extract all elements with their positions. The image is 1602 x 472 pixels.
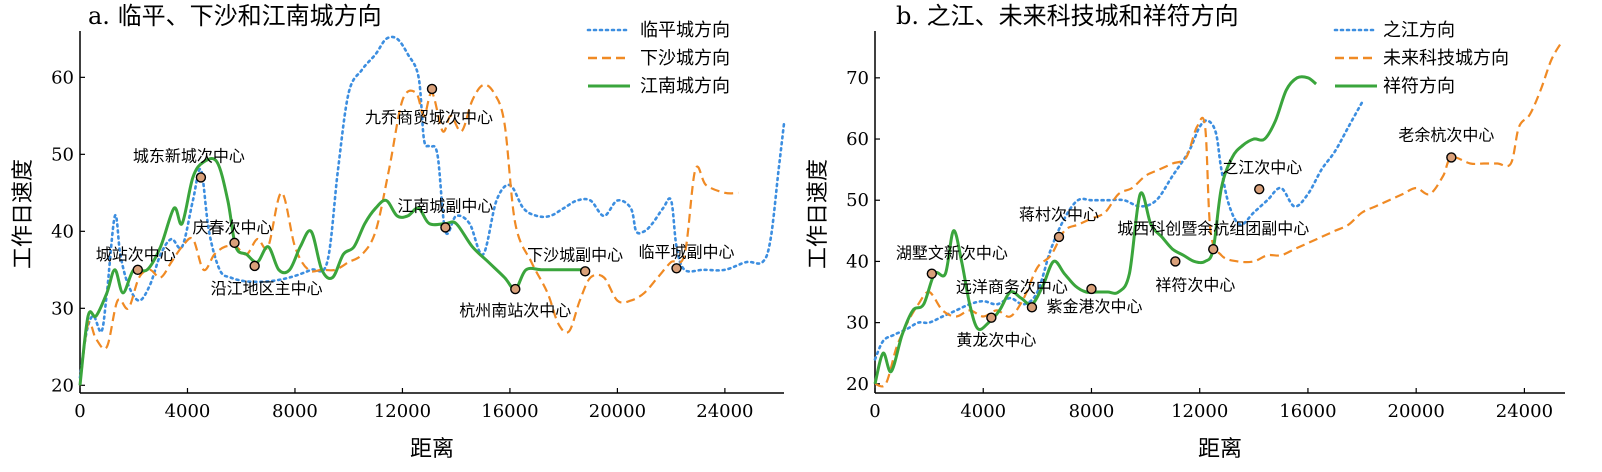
- chart-b-x-axis-label: 距离: [1198, 437, 1242, 462]
- chart-b-legend-label-1: 之江方向: [1383, 20, 1455, 41]
- chart-b-y-tick-label: 50: [846, 190, 869, 211]
- chart-b-center-label: 蒋村次中心: [1019, 205, 1099, 224]
- chart-b-center-marker: [1086, 283, 1097, 295]
- chart-a-legend-label-1: 临平城方向: [640, 20, 730, 41]
- chart-b-center-marker: [1026, 302, 1038, 313]
- chart-a-center-label: 庆春次中心: [192, 218, 272, 237]
- chart-a-y-axis-label: 工作日速度: [11, 159, 36, 269]
- chart-a-y-tick-label: 40: [51, 221, 74, 242]
- chart-a-legend-label-2: 下沙城方向: [640, 48, 730, 69]
- chart-a-legend-label-3: 江南城方向: [640, 76, 730, 97]
- chart-b-center-marker: [1170, 256, 1181, 267]
- chart-b-svg: 20 30 40 50 60 70 0 4000 8000 12000 16000 20000 2400…: [806, 2, 1565, 462]
- chart-a-svg: 20 30 40 50 60 0 4000 8000 12000 16000 20000 24000 城…: [11, 2, 786, 462]
- chart-b-center-marker: [1254, 184, 1265, 195]
- chart-a-center-label: 沿江地区主中心: [211, 279, 323, 298]
- chart-a-x-tick-label: 0: [74, 401, 85, 422]
- chart-b-center-marker: [986, 312, 997, 323]
- chart-b-y-axis-label: 工作日速度: [806, 159, 831, 269]
- chart-a-center-marker: [579, 266, 591, 277]
- chart-b-legend-label-2: 未来科技城方向: [1383, 48, 1509, 69]
- chart-a-series-line-3: [78, 157, 586, 386]
- chart-a-center-label: 临平城副中心: [639, 242, 735, 261]
- chart-b-center-marker: [926, 268, 938, 279]
- chart-b-y-tick-label: 40: [846, 251, 869, 272]
- chart-b-series-line-2: [874, 40, 1564, 388]
- chart-b-center-marker: [1446, 152, 1457, 163]
- chart-a-y-tick-label: 50: [51, 144, 74, 165]
- chart-a-center-marker: [510, 283, 521, 295]
- chart-a-center-label: 下沙城副中心: [527, 245, 623, 264]
- chart-b-x-tick-label: 20000: [1388, 401, 1445, 422]
- chart-a-series-line-1: [78, 35, 786, 379]
- chart-a-center-marker: [195, 172, 207, 183]
- chart-b-center-marker: [1208, 243, 1219, 255]
- chart-b-x-tick-label: 8000: [1069, 401, 1115, 422]
- chart-b-center-label: 城西科创暨余杭组团副中心: [1117, 219, 1309, 238]
- chart-b-x-tick-label: 0: [869, 401, 880, 422]
- chart-a-center-marker: [229, 237, 240, 249]
- chart-b-x-tick-label: 16000: [1279, 401, 1336, 422]
- chart-a-title: a. 临平、下沙和江南城方向: [88, 2, 382, 30]
- chart-panel-a: 20 30 40 50 60 0 4000 8000 12000 16000 20000 24000 城…: [11, 2, 786, 462]
- chart-a-x-tick-label: 4000: [165, 401, 211, 422]
- chart-b-y-tick-label: 70: [846, 68, 869, 89]
- chart-b-center-label: 湖墅文新次中心: [896, 244, 1008, 263]
- chart-b-center-label: 老余杭次中心: [1398, 125, 1494, 144]
- chart-panel-b: 20 30 40 50 60 70 0 4000 8000 12000 16000 20000 2400…: [801, 0, 1602, 472]
- chart-a-center-label: 杭州南站次中心: [459, 301, 571, 320]
- chart-b-center-label: 之江次中心: [1222, 158, 1302, 177]
- chart-b-y-tick-label: 60: [846, 129, 869, 150]
- chart-a-center-label: 城站次中心: [96, 245, 176, 264]
- chart-b-x-tick-label: 24000: [1496, 401, 1553, 422]
- chart-b-center-label: 祥符次中心: [1155, 275, 1235, 294]
- chart-b-center-label: 黄龙次中心: [956, 331, 1036, 350]
- chart-b-center-marker: [1053, 231, 1065, 243]
- chart-a-x-axis-label: 距离: [410, 437, 454, 462]
- chart-a-center-marker: [249, 260, 260, 272]
- chart-b-legend-label-3: 祥符方向: [1383, 76, 1455, 97]
- chart-b-title: b. 之江、未来科技城和祥符方向: [896, 2, 1239, 30]
- chart-a-center-marker: [132, 264, 143, 276]
- chart-b-center-label: 紫金港次中心: [1046, 297, 1142, 316]
- chart-b-y-tick-label: 20: [846, 374, 869, 395]
- chart-a-x-tick-label: 20000: [589, 401, 646, 422]
- chart-a-center-marker: [440, 222, 451, 233]
- chart-a-center-label: 江南城副中心: [397, 196, 493, 215]
- chart-a-y-tick-label: 60: [51, 67, 74, 88]
- chart-a-center-label: 九乔商贸城次中心: [365, 108, 493, 127]
- chart-a-y-tick-label: 30: [51, 298, 74, 319]
- chart-a-center-marker: [426, 83, 438, 95]
- chart-a-y-tick-label: 20: [51, 375, 74, 396]
- chart-b-x-tick-label: 12000: [1171, 401, 1228, 422]
- chart-a-x-tick-label: 16000: [481, 401, 538, 422]
- chart-b-x-tick-label: 4000: [960, 401, 1006, 422]
- chart-a-center-marker: [671, 263, 682, 274]
- chart-b-y-tick-label: 30: [846, 313, 869, 334]
- chart-a-series-line-2: [78, 83, 739, 386]
- chart-a-x-tick-label: 12000: [374, 401, 431, 422]
- chart-a-x-tick-label: 8000: [272, 401, 318, 422]
- chart-a-center-label: 城东新城次中心: [133, 146, 245, 165]
- chart-a-x-tick-label: 24000: [696, 401, 753, 422]
- chart-b-center-label: 远洋商务次中心: [956, 277, 1068, 296]
